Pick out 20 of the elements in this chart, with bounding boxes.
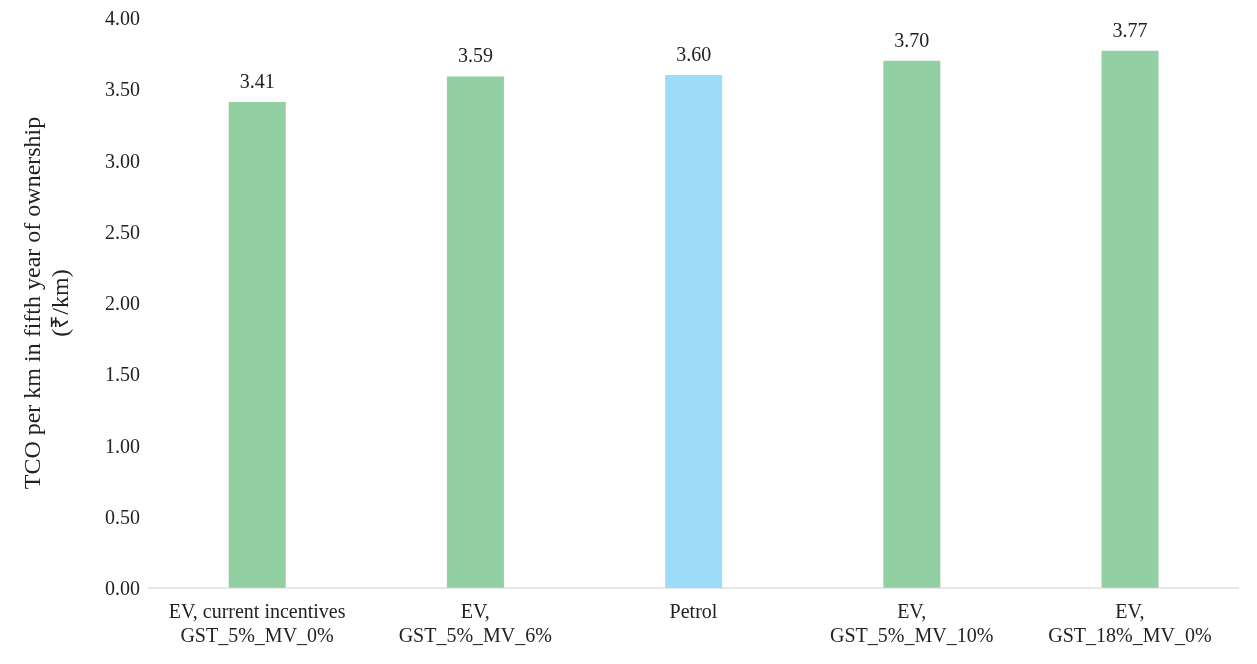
y-tick-label: 0.50 — [105, 505, 140, 528]
y-tick-label: 2.00 — [105, 292, 140, 315]
y-tick-label: 1.00 — [105, 434, 140, 457]
x-tick-label: EV, GST_5%_MV_6% — [398, 600, 552, 646]
x-tick-label: EV, GST_5%_MV_10% — [830, 600, 994, 646]
data-label: 3.41 — [239, 70, 275, 93]
x-tick-label: EV, GST_18%_MV_0% — [1048, 600, 1212, 646]
data-label: 3.77 — [1112, 18, 1148, 41]
y-tick-label: 1.50 — [105, 363, 140, 386]
y-tick-label: 2.50 — [105, 220, 140, 243]
x-tick-label: EV, current incentives GST_5%_MV_0% — [168, 600, 346, 646]
y-axis-title: TCO per km in fifth year of ownership (₹/km) — [19, 116, 73, 490]
data-label: 3.60 — [676, 43, 712, 65]
data-label: 3.59 — [457, 44, 493, 67]
data-label: 3.70 — [894, 28, 930, 51]
y-tick-label: 4.00 — [105, 7, 140, 30]
x-tick-label: Petrol — [669, 600, 718, 622]
y-tick-label: 3.00 — [105, 149, 140, 172]
y-tick-label: 3.50 — [105, 78, 140, 101]
y-tick-label: 0.00 — [105, 577, 140, 600]
